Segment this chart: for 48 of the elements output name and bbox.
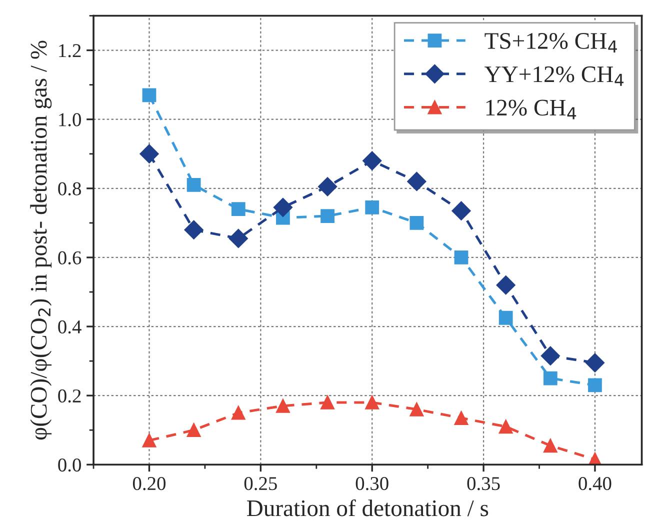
point xyxy=(410,216,424,230)
point xyxy=(365,396,380,410)
x-tick-label: 0.20 xyxy=(132,476,166,490)
point xyxy=(454,250,468,264)
y-tick-label: 1.0 xyxy=(59,113,81,126)
point xyxy=(231,406,246,420)
point xyxy=(184,220,204,240)
y-tick-label: 1.2 xyxy=(59,44,81,58)
point xyxy=(273,198,292,217)
x-axis-title: Duration of detonation / s xyxy=(247,499,488,516)
x-tick-label: 0.30 xyxy=(356,476,388,490)
point xyxy=(276,398,290,413)
point xyxy=(320,209,334,223)
x-tick-label: 0.40 xyxy=(578,476,612,490)
point xyxy=(585,353,605,372)
legend-label: TS+12% CH$_{4}$ xyxy=(484,32,617,53)
point xyxy=(186,178,201,192)
y-tick-label: 0.8 xyxy=(58,182,81,196)
point xyxy=(142,88,156,102)
point xyxy=(320,396,334,410)
y-tick-label: 0.2 xyxy=(58,389,81,403)
y-tick-label: 0.0 xyxy=(58,458,81,472)
point xyxy=(142,434,156,448)
x-tick-label: 0.25 xyxy=(244,476,277,490)
point xyxy=(407,172,426,192)
y-tick-label: 0.6 xyxy=(58,251,82,264)
y-tick-label: 0.4 xyxy=(58,320,82,334)
point xyxy=(543,438,558,453)
y-axis-title: φ(CO)/φ(CO$_{2}$) in post- detonation gas / % xyxy=(30,40,52,440)
point xyxy=(498,310,513,325)
point xyxy=(454,411,468,425)
point xyxy=(140,144,159,164)
x-tick-label: 0.35 xyxy=(467,476,500,490)
point xyxy=(231,202,246,216)
legend-label: 12% CH$_{4}$ xyxy=(486,100,576,120)
point xyxy=(496,276,516,295)
legend-label: YY+12% CH$_{4}$ xyxy=(484,66,624,86)
point xyxy=(498,420,513,434)
point xyxy=(543,371,558,386)
point xyxy=(588,378,602,392)
point xyxy=(365,200,380,214)
point xyxy=(410,402,424,416)
point xyxy=(540,346,560,366)
point xyxy=(318,177,338,196)
point xyxy=(362,151,382,170)
point xyxy=(186,423,201,438)
point xyxy=(452,201,471,220)
point xyxy=(228,228,248,248)
